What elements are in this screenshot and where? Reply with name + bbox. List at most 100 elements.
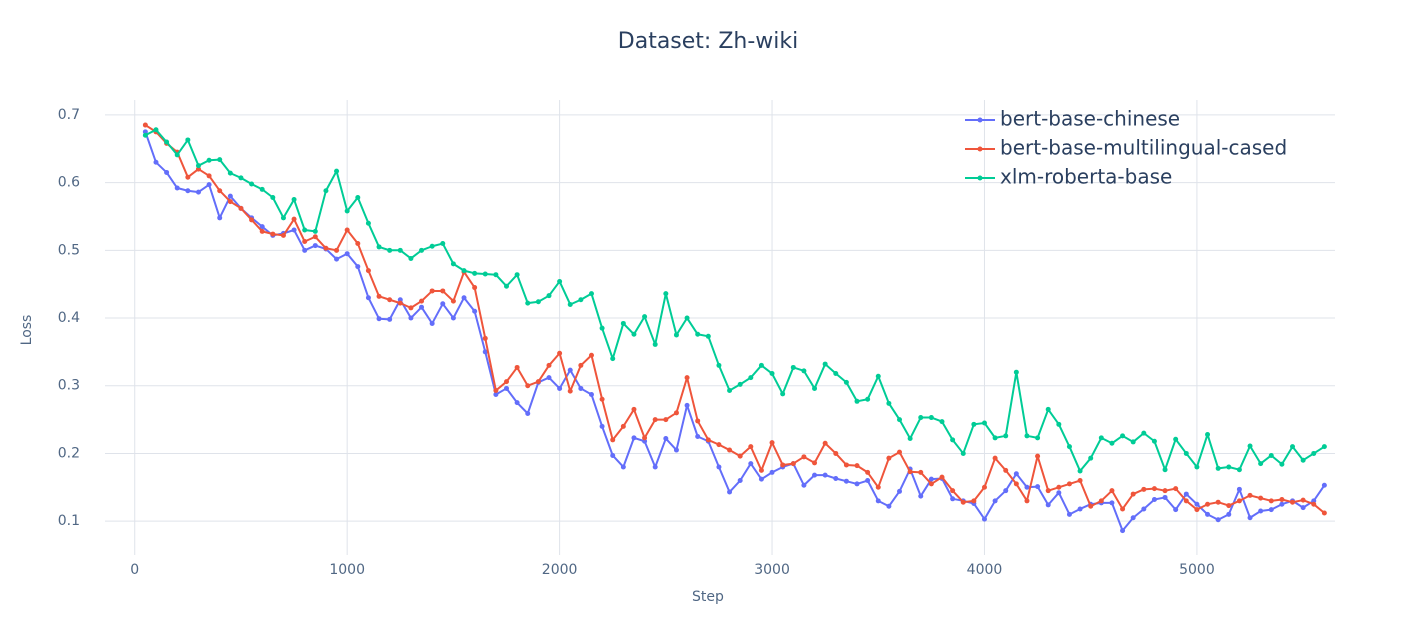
- point: [504, 385, 510, 391]
- point: [971, 498, 977, 504]
- point: [897, 449, 903, 455]
- point: [695, 331, 701, 337]
- point: [801, 482, 807, 488]
- point: [780, 391, 786, 397]
- point: [1003, 467, 1009, 473]
- point: [1003, 488, 1009, 494]
- point: [610, 437, 616, 443]
- legend-item[interactable]: bert-base-chinese: [965, 107, 1180, 131]
- point: [716, 464, 722, 470]
- point: [365, 268, 371, 274]
- point: [153, 127, 159, 133]
- point: [854, 463, 860, 469]
- point: [1098, 435, 1104, 441]
- point: [472, 308, 478, 314]
- point: [1321, 482, 1327, 488]
- point: [1077, 468, 1083, 474]
- point: [1077, 506, 1083, 512]
- legend-marker: [977, 175, 983, 181]
- point: [1151, 486, 1157, 492]
- point: [1035, 453, 1041, 459]
- point: [610, 452, 616, 458]
- point: [578, 362, 584, 368]
- point: [557, 350, 563, 356]
- point: [1311, 450, 1317, 456]
- point: [886, 400, 892, 406]
- legend-item[interactable]: xlm-roberta-base: [965, 165, 1172, 189]
- point: [408, 315, 414, 321]
- point: [1258, 495, 1264, 501]
- point: [1162, 494, 1168, 500]
- point: [652, 464, 658, 470]
- point: [769, 371, 775, 377]
- x-tick-label: 1000: [329, 562, 365, 578]
- point: [960, 499, 966, 505]
- point: [174, 185, 180, 191]
- point: [642, 314, 648, 320]
- point: [164, 139, 170, 145]
- point: [504, 379, 510, 385]
- point: [854, 481, 860, 487]
- point: [833, 475, 839, 481]
- point: [673, 410, 679, 416]
- point: [1013, 481, 1019, 487]
- point: [440, 241, 446, 247]
- y-tick-label: 0.2: [58, 445, 80, 461]
- point: [546, 293, 552, 299]
- point: [599, 396, 605, 402]
- point: [716, 442, 722, 448]
- point: [1077, 478, 1083, 484]
- point: [1268, 507, 1274, 513]
- point: [1194, 464, 1200, 470]
- point: [1013, 471, 1019, 477]
- point: [1183, 498, 1189, 504]
- point: [1205, 501, 1211, 507]
- point: [1151, 438, 1157, 444]
- point: [981, 420, 987, 426]
- point: [758, 467, 764, 473]
- legend-label: xlm-roberta-base: [1000, 165, 1172, 189]
- point: [1120, 506, 1126, 512]
- point: [567, 388, 573, 394]
- point: [429, 243, 435, 249]
- point: [695, 434, 701, 440]
- point: [429, 288, 435, 294]
- point: [886, 503, 892, 509]
- point: [865, 469, 871, 475]
- y-tick-label: 0.7: [58, 107, 80, 123]
- point: [1035, 435, 1041, 441]
- point: [450, 315, 456, 321]
- point: [312, 234, 318, 240]
- point: [174, 152, 180, 158]
- point: [843, 478, 849, 484]
- point: [164, 169, 170, 175]
- point: [1162, 467, 1168, 473]
- point: [918, 415, 924, 421]
- point: [1066, 444, 1072, 450]
- point: [302, 239, 308, 245]
- point: [323, 245, 329, 251]
- point: [291, 216, 297, 222]
- point: [790, 364, 796, 370]
- point: [334, 247, 340, 253]
- point: [769, 469, 775, 475]
- point: [153, 159, 159, 165]
- point: [737, 453, 743, 459]
- legend-item[interactable]: bert-base-multilingual-cased: [965, 136, 1287, 160]
- point: [355, 264, 361, 270]
- point: [1236, 498, 1242, 504]
- point: [514, 364, 520, 370]
- point: [1236, 467, 1242, 473]
- point: [504, 283, 510, 289]
- point: [344, 227, 350, 233]
- series-line: [144, 131, 1326, 532]
- point: [875, 373, 881, 379]
- point: [1279, 461, 1285, 467]
- point: [907, 436, 913, 442]
- point: [270, 195, 276, 200]
- point: [1109, 488, 1115, 494]
- point: [387, 316, 393, 322]
- point: [1300, 505, 1306, 511]
- point: [599, 423, 605, 429]
- point: [419, 247, 425, 253]
